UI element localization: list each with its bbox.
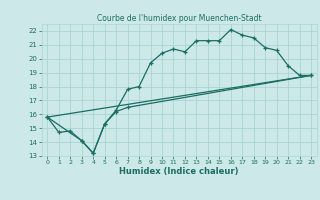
Title: Courbe de l'humidex pour Muenchen-Stadt: Courbe de l'humidex pour Muenchen-Stadt — [97, 14, 261, 23]
X-axis label: Humidex (Indice chaleur): Humidex (Indice chaleur) — [119, 167, 239, 176]
